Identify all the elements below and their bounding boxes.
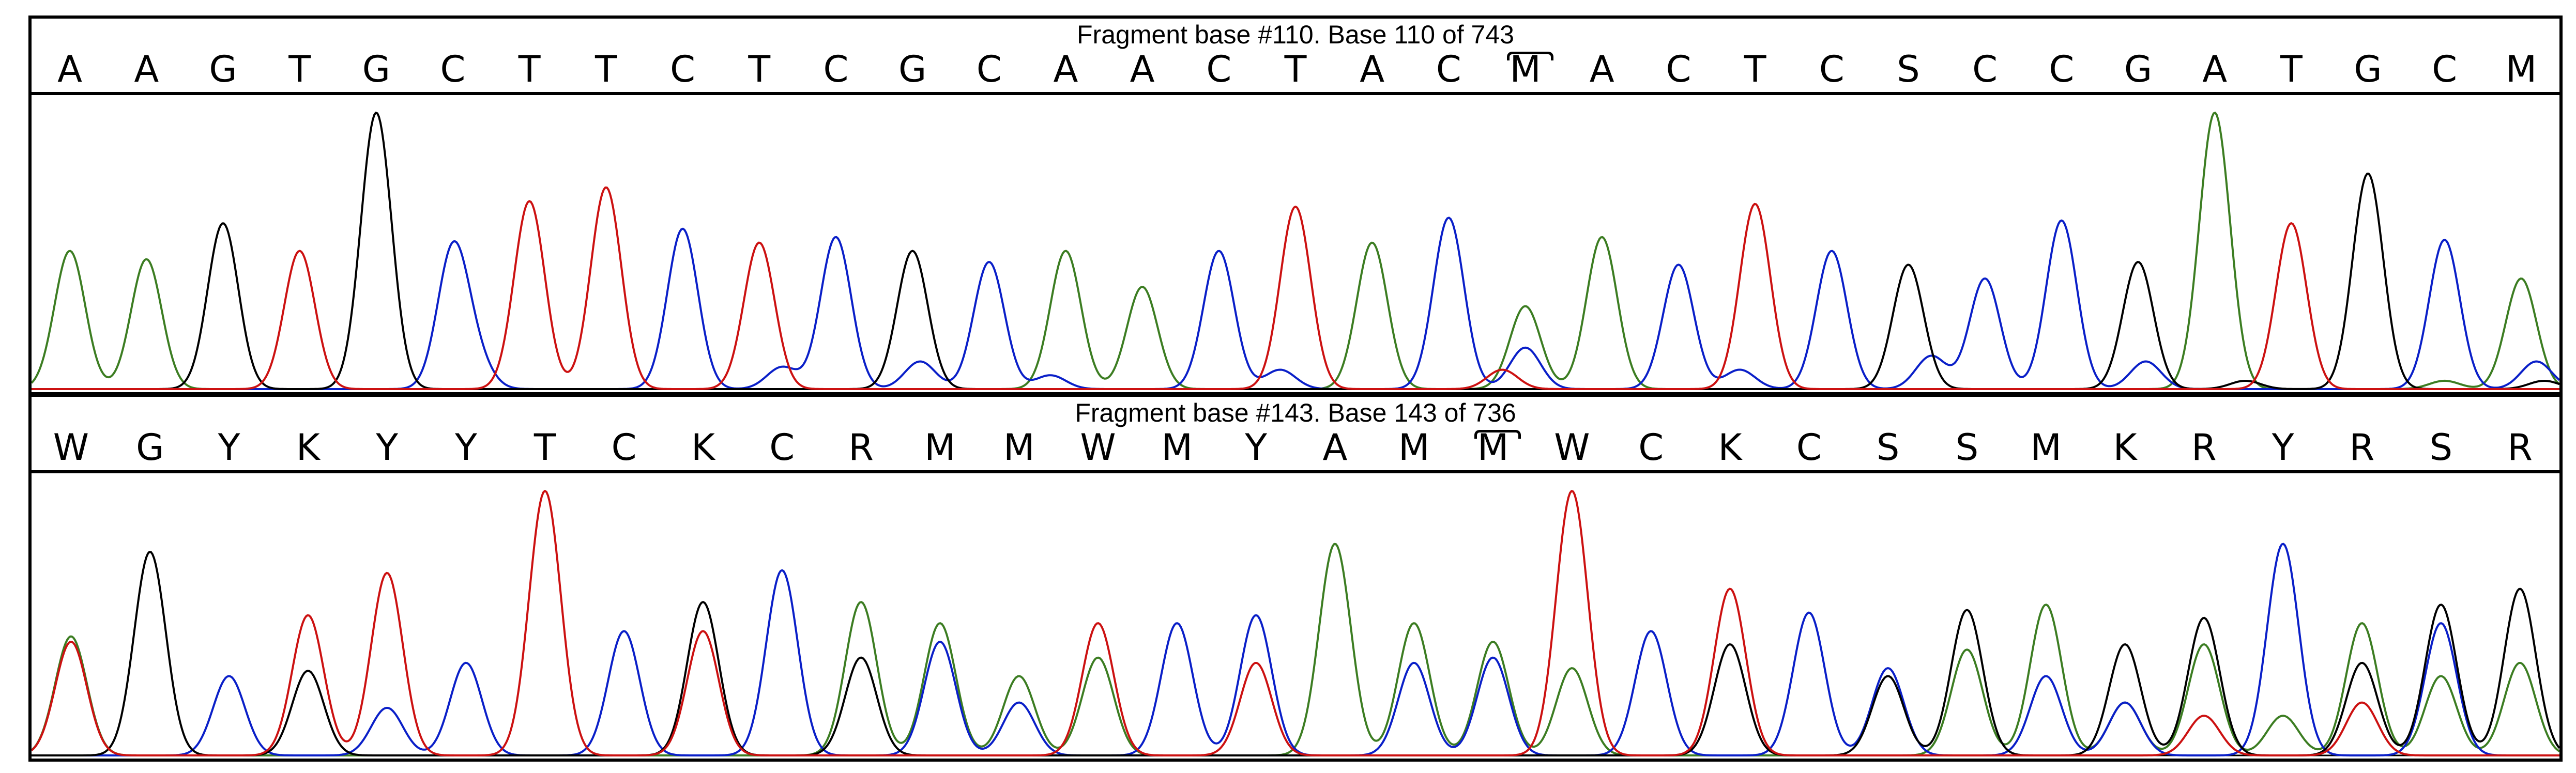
- trace-C: [32, 543, 2559, 756]
- base-call: C: [1796, 426, 1822, 469]
- base-call: G: [2354, 48, 2382, 90]
- base-call: K: [2113, 426, 2137, 469]
- base-call: G: [136, 426, 164, 469]
- base-call: M: [1398, 426, 1430, 469]
- trace-G: [32, 551, 2559, 756]
- base-call: C: [1972, 48, 1998, 90]
- trace-svg: [32, 490, 2559, 756]
- base-call: Y: [455, 426, 477, 469]
- base-call: T: [288, 48, 311, 90]
- chromatogram-panel-top: Fragment base #110. Base 110 of 743 A A G T…: [28, 16, 2563, 395]
- base-call: M: [1505, 49, 1553, 90]
- trace-T: [32, 186, 2559, 390]
- base-call: W: [1080, 426, 1116, 469]
- base-call: G: [898, 48, 927, 90]
- base-call: T: [595, 48, 617, 90]
- panel-header: Fragment base #143. Base 143 of 736 W G Y K…: [32, 397, 2559, 473]
- base-call: A: [1360, 48, 1385, 90]
- base-call: C: [2049, 48, 2075, 90]
- base-call: A: [1589, 48, 1614, 90]
- base-call: R: [2349, 426, 2375, 469]
- base-call: C: [769, 426, 795, 469]
- base-call: A: [1053, 48, 1078, 90]
- base-call: T: [518, 48, 541, 90]
- trace-svg: [32, 112, 2559, 390]
- base-call: M: [1003, 426, 1035, 469]
- base-call: Y: [218, 426, 240, 469]
- base-call: T: [1744, 48, 1766, 90]
- base-call: T: [748, 48, 771, 90]
- trace-A: [32, 112, 2559, 390]
- base-call: M: [1161, 426, 1193, 469]
- panel-header: Fragment base #110. Base 110 of 743 A A G T…: [32, 19, 2559, 95]
- base-call: M: [1472, 427, 1521, 468]
- trace-area: [32, 95, 2559, 392]
- base-call: Y: [1245, 426, 1267, 469]
- base-call: A: [1130, 48, 1155, 90]
- base-call: S: [1876, 426, 1900, 469]
- base-call: C: [440, 48, 466, 90]
- base-call: S: [1955, 426, 1979, 469]
- base-call: G: [209, 48, 237, 90]
- base-call: A: [134, 48, 159, 90]
- base-call: C: [1638, 426, 1664, 469]
- base-call: C: [1206, 48, 1232, 90]
- base-call: A: [2202, 48, 2228, 90]
- chromatogram-panel-bottom: Fragment base #143. Base 143 of 736 W G Y K…: [28, 394, 2563, 762]
- panel-title: Fragment base #143. Base 143 of 736: [1075, 398, 1516, 427]
- trace-A: [32, 543, 2559, 756]
- base-call: R: [2191, 426, 2217, 469]
- base-call: A: [1322, 426, 1348, 469]
- base-call: C: [670, 48, 695, 90]
- base-call: R: [848, 426, 874, 469]
- base-call: C: [1436, 48, 1461, 90]
- base-call: C: [611, 426, 637, 469]
- base-call: T: [534, 426, 556, 469]
- base-call: G: [362, 48, 390, 90]
- base-call: C: [1666, 48, 1691, 90]
- base-call: C: [1819, 48, 1845, 90]
- base-call: C: [2432, 48, 2458, 90]
- trace-T: [32, 490, 2559, 756]
- base-call: W: [53, 426, 89, 469]
- base-call: T: [2280, 48, 2303, 90]
- base-call: K: [691, 426, 715, 469]
- base-call: M: [924, 426, 956, 469]
- trace-G: [32, 112, 2559, 390]
- base-call: C: [823, 48, 849, 90]
- base-call: S: [1897, 48, 1920, 90]
- base-call: S: [2429, 426, 2452, 469]
- base-call: T: [1284, 48, 1307, 90]
- base-call: K: [1718, 426, 1742, 469]
- base-call: M: [2505, 48, 2537, 90]
- base-call: A: [57, 48, 83, 90]
- trace-C: [32, 217, 2559, 390]
- base-call: R: [2507, 426, 2533, 469]
- trace-area: [32, 473, 2559, 759]
- base-call: W: [1554, 426, 1590, 469]
- base-call: Y: [2272, 426, 2294, 469]
- base-call: Y: [376, 426, 399, 469]
- base-call: K: [296, 426, 320, 469]
- base-call: G: [2124, 48, 2153, 90]
- base-call: M: [2030, 426, 2062, 469]
- base-call: C: [976, 48, 1002, 90]
- panel-title: Fragment base #110. Base 110 of 743: [1077, 20, 1514, 49]
